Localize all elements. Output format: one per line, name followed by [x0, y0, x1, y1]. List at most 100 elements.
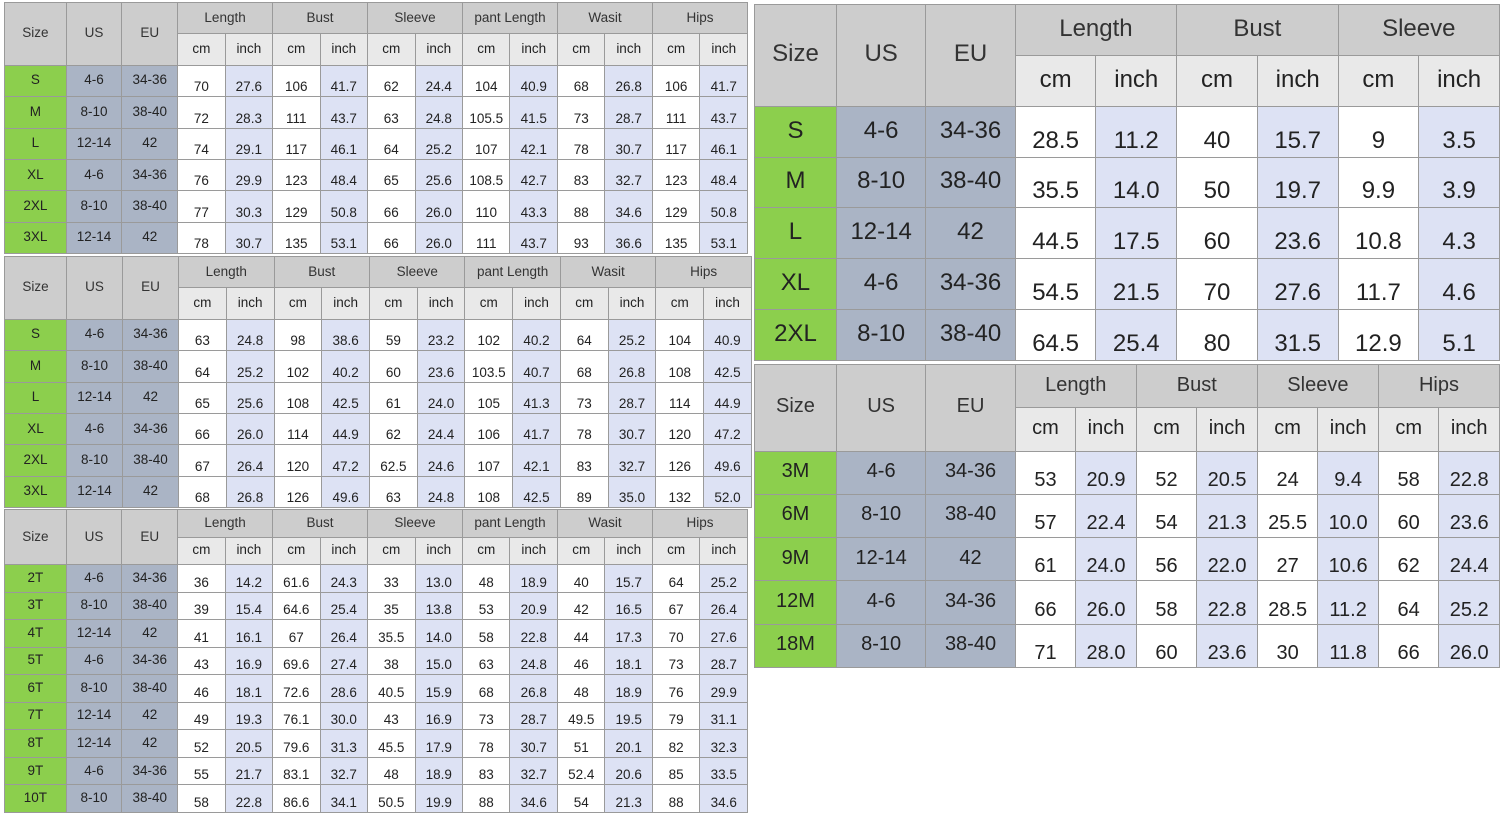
size-cell: 2XL: [754, 309, 837, 361]
cm-value-cell: 40.5: [367, 674, 416, 703]
eu-size-cell: 38-40: [121, 591, 179, 621]
inch-value-cell: 41.5: [509, 96, 558, 129]
us-size-cell: 4-6: [835, 258, 927, 311]
cm-value-cell: 83: [559, 444, 609, 477]
cm-value-cell: 63: [367, 96, 416, 129]
cm-value-cell: 54: [556, 784, 606, 813]
cm-value-cell: 33: [367, 564, 416, 593]
inch-value-cell: 36.6: [604, 221, 653, 255]
cm-value-cell: 50.5: [367, 784, 416, 813]
cm-value-cell: 67: [272, 619, 321, 648]
eu-size-cell: 34-36: [121, 564, 179, 593]
column-header-us: US: [65, 508, 123, 566]
cm-value-cell: 64: [559, 318, 609, 352]
cm-value-cell: 65: [178, 381, 227, 414]
cm-value-cell: 78: [556, 127, 606, 160]
table-row: L 12-14 42 65 25.6 108 42.5 61 24.0 105 41.3 73 28.7…: [4, 381, 752, 414]
inch-value-cell: 11.8: [1317, 623, 1379, 669]
us-size-cell: 4-6: [65, 564, 123, 593]
inch-value-cell: 11.2: [1095, 105, 1178, 158]
unit-header-cm: cm: [178, 287, 227, 320]
inch-value-cell: 17.5: [1095, 207, 1178, 260]
table-row: M 8-10 38-40 72 28.3 111 43.7 63 24.8 105.5 41.5 73…: [4, 96, 748, 129]
eu-size-cell: 42: [925, 207, 1016, 260]
cm-value-cell: 98: [273, 318, 323, 352]
size-cell: M: [754, 156, 837, 209]
cm-value-cell: 114: [273, 412, 323, 446]
cm-value-cell: 25.5: [1256, 493, 1319, 539]
cm-value-cell: 38: [367, 646, 416, 676]
unit-header-inch: inch: [607, 287, 657, 320]
size-chart-table-baby: Size US EU Length Bust Sleeve Hips cm inch cm inch…: [754, 363, 1500, 669]
cm-value-cell: 67: [178, 444, 227, 477]
column-header-us: US: [835, 364, 927, 452]
group-header: Wasit: [559, 255, 657, 289]
us-size-cell: 8-10: [835, 493, 927, 539]
inch-value-cell: 28.7: [699, 646, 748, 676]
cm-value-cell: 68: [461, 674, 511, 703]
cm-value-cell: 55: [177, 756, 226, 786]
inch-value-cell: 52.0: [703, 475, 752, 509]
size-cell: 8T: [4, 729, 67, 758]
us-size-cell: 4-6: [65, 646, 123, 676]
unit-header-inch: inch: [319, 33, 369, 66]
cm-value-cell: 88: [556, 190, 606, 223]
header-row: Size US EU Length Bust Sleeve pant Length Wasit…: [4, 508, 749, 566]
cm-value-cell: 44.5: [1014, 207, 1097, 260]
table-row: M 8-10 38-40 35.5 14.0 50 19.7 9.9 3.9: [754, 156, 1500, 209]
size-cell: 2T: [4, 564, 67, 593]
header-row: Size US EU Length Bust Sleeve pant Length Wasit…: [4, 255, 752, 320]
cm-value-cell: 76.1: [272, 701, 321, 731]
group-header: Wasit: [556, 1, 653, 35]
inch-value-cell: 24.3: [319, 564, 369, 593]
cm-value-cell: 88: [461, 784, 511, 813]
unit-header-cm: cm: [1176, 54, 1258, 107]
unit-header-inch: inch: [703, 287, 752, 320]
eu-size-cell: 34-36: [121, 158, 179, 192]
group-header: pant Length: [462, 1, 558, 35]
cm-value-cell: 39: [177, 591, 226, 621]
table-row: 4T 12-14 42 41 16.1 67 26.4 35.5 14.0 58 22.8 44 17.…: [4, 619, 748, 648]
group-header: Sleeve: [367, 509, 463, 538]
cm-value-cell: 58: [177, 784, 226, 813]
cm-value-cell: 58: [1135, 580, 1198, 625]
cm-value-cell: 12.9: [1337, 309, 1420, 361]
cm-value-cell: 83.1: [272, 756, 321, 786]
unit-header-inch: inch: [1256, 54, 1339, 107]
inch-value-cell: 21.3: [604, 784, 653, 813]
us-size-cell: 12-14: [835, 537, 927, 582]
group-header: Hips: [655, 255, 752, 289]
inch-value-cell: 9.4: [1317, 450, 1379, 495]
inch-value-cell: 23.6: [1438, 493, 1500, 539]
inch-value-cell: 27.6: [699, 619, 748, 648]
size-cell: 10T: [4, 784, 67, 813]
us-size-cell: 12-14: [65, 701, 123, 731]
eu-size-cell: 38-40: [121, 674, 179, 703]
eu-size-cell: 42: [121, 701, 179, 731]
inch-value-cell: 23.6: [416, 350, 466, 383]
us-size-cell: 12-14: [65, 381, 124, 414]
unit-header-cm: cm: [651, 33, 701, 66]
inch-value-cell: 20.5: [1196, 450, 1258, 495]
unit-header-inch: inch: [699, 33, 748, 66]
eu-size-cell: 34-36: [121, 646, 179, 676]
size-cell: 3XL: [4, 475, 67, 509]
cm-value-cell: 83: [556, 158, 606, 192]
cm-value-cell: 9.9: [1337, 156, 1420, 209]
inch-value-cell: 23.6: [1196, 623, 1258, 669]
eu-size-cell: 38-40: [122, 444, 180, 477]
inch-value-cell: 16.1: [224, 619, 274, 648]
cm-value-cell: 76: [651, 674, 701, 703]
size-cell: 18M: [754, 623, 837, 669]
inch-value-cell: 24.4: [1438, 537, 1500, 582]
inch-value-cell: 17.9: [414, 729, 464, 758]
table-row: 18M 8-10 38-40 71 28.0 60 23.6 30 11.8 66 26.0: [754, 623, 1500, 669]
inch-value-cell: 53.1: [319, 221, 369, 255]
unit-header-cm: cm: [1337, 54, 1420, 107]
inch-value-cell: 30.7: [607, 412, 657, 446]
size-cell: L: [4, 127, 67, 160]
cm-value-cell: 78: [177, 221, 226, 255]
unit-header-cm: cm: [651, 536, 701, 566]
group-header: Sleeve: [368, 255, 466, 289]
eu-size-cell: 34-36: [925, 258, 1016, 311]
